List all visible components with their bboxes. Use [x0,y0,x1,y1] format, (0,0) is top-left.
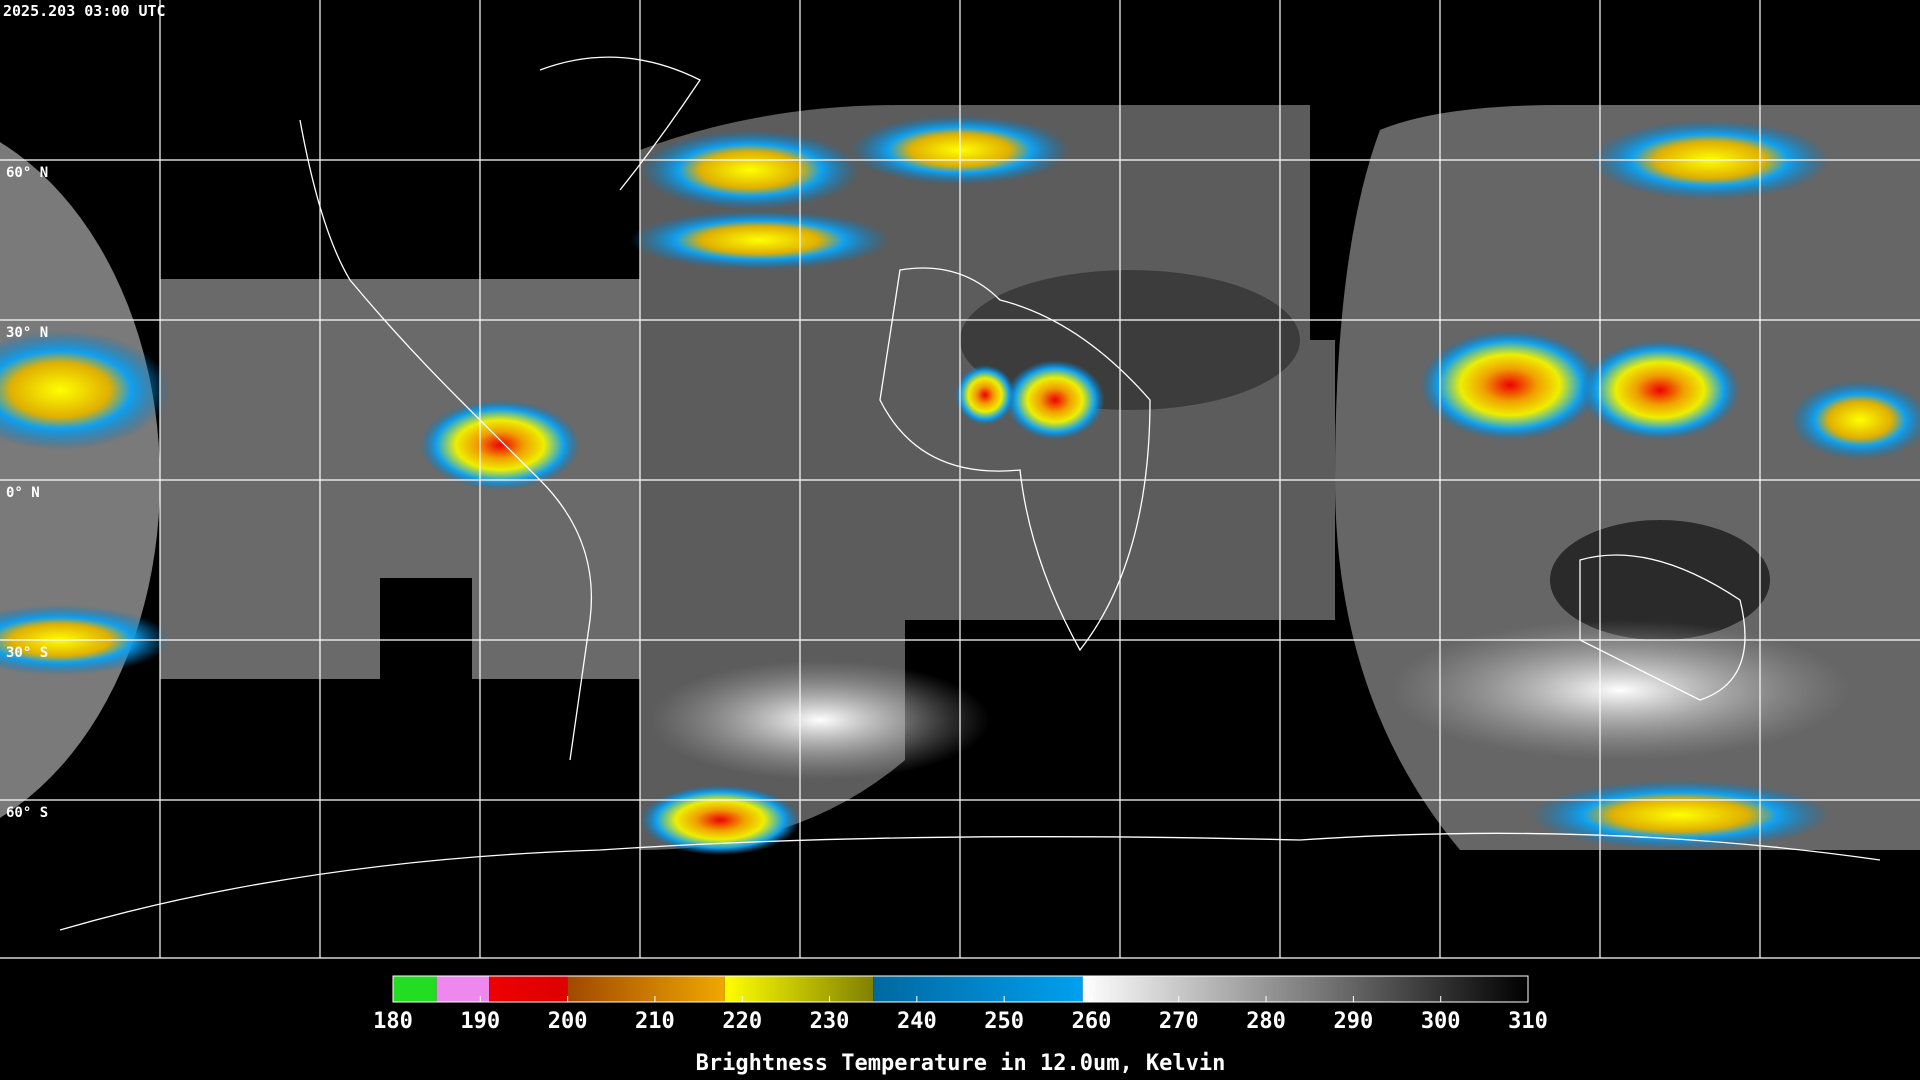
colorbar-segment [489,976,568,1002]
storm [1420,330,1600,440]
colorbar-tick-label: 270 [1159,1009,1199,1034]
dry-region [1550,520,1770,640]
imagery [0,105,1920,855]
timestamp: 2025.203 03:00 UTC [3,2,166,20]
colorbar-tick-label: 220 [722,1009,762,1034]
colorbar-segment [567,976,725,1002]
cloud-band [630,210,890,270]
storm [1580,340,1740,440]
coastline [879,267,1151,652]
cloud-band [640,130,860,210]
storm [420,400,580,490]
coastlines [59,56,1881,931]
cloud-band [1530,780,1830,850]
colorbar-tick-label: 300 [1421,1009,1461,1034]
latitude-label: 0° N [6,485,40,501]
latitude-label: 30° N [6,325,48,341]
colorbar-tick-label: 280 [1246,1009,1286,1034]
colorbar-title: Brightness Temperature in 12.0um, Kelvin [696,1051,1226,1076]
latitude-label: 60° N [6,165,48,181]
latitude-label: 60° S [6,805,48,821]
colorbar-tick-label: 200 [548,1009,588,1034]
colorbar-tick-label: 240 [897,1009,937,1034]
colorbar-frame [392,975,1529,1003]
colorbar-tick-label: 230 [810,1009,850,1034]
colorbar-segment [873,976,1083,1002]
colorbar-segment [724,976,874,1002]
coastline [59,832,1881,931]
colorbar: 180 190 200 210 220 230 240 250 260 270 280 290 300 3… [373,975,1548,1076]
colorbar-segment [1082,976,1528,1002]
colorbar-tick-label: 290 [1334,1009,1374,1034]
colorbar-tick-label: 260 [1072,1009,1112,1034]
storm [955,365,1015,425]
coastline [539,56,701,191]
latitude-labels: 60° N 30° N 0° N 30° S 60° S [6,165,48,821]
graticule [0,0,1920,959]
cloud-band [650,660,990,780]
colorbar-tick-label: 210 [635,1009,675,1034]
colorbar-segment [393,976,437,1002]
colorbar-tick-label: 310 [1508,1009,1548,1034]
colorbar-tick-label: 190 [460,1009,500,1034]
cloud-band [1790,380,1920,460]
cloud-band [1390,620,1850,760]
coastline [299,119,593,761]
coastline [1579,554,1746,701]
latitude-label: 30° S [6,645,48,661]
colorbar-segment [436,976,490,1002]
storm [1005,360,1105,440]
storm [640,785,800,855]
cloud-band [0,330,170,450]
colorbar-tick-label: 250 [984,1009,1024,1034]
colorbar-tick-label: 180 [373,1009,413,1034]
data-gap [380,578,472,680]
